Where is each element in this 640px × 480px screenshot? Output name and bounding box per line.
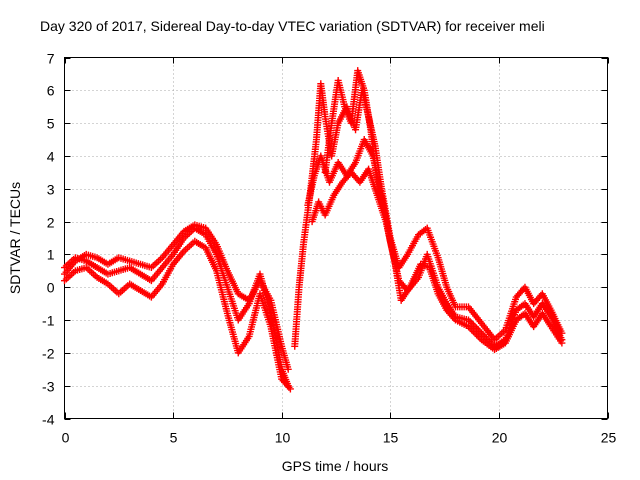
data-point [284,365,292,373]
data-point [473,331,481,339]
series-track-2 [61,224,292,390]
y-tick-label: 2 [47,215,55,231]
axis-ticks: 0 5 10 15 20 25 -4 -3 -2 -1 0 1 2 3 4 5 6 7 [42,51,616,446]
plot-frame [64,57,608,419]
y-tick-label: 1 [47,247,55,263]
data-point [469,321,477,329]
x-tick-label: 25 [601,430,617,446]
y-tick-label: 6 [47,83,55,99]
y-tick-label: 0 [47,280,55,296]
data-point [286,385,294,393]
data-point [476,328,484,336]
data-points [61,67,566,393]
y-tick-label: -2 [42,346,55,362]
data-point [558,339,566,347]
x-tick-label: 5 [170,430,178,446]
series-track-6 [308,165,566,354]
data-point [471,329,479,337]
y-tick-label: 4 [47,149,55,165]
data-point [474,332,482,340]
data-point [474,326,482,334]
y-tick-label: -3 [42,379,55,395]
x-tick-label: 0 [62,430,70,446]
y-tick-label: 5 [47,116,55,132]
x-axis-label: GPS time / hours [282,458,389,474]
y-tick-label: 3 [47,182,55,198]
x-tick-label: 20 [492,430,508,446]
data-point [380,204,388,212]
series-track-7 [321,67,388,212]
y-tick-label: 7 [47,51,55,67]
chart-title: Day 320 of 2017, Sidereal Day-to-day VTE… [40,18,545,34]
x-tick-label: 10 [275,430,291,446]
series-track-3 [61,237,294,393]
data-point [468,326,476,334]
series-track-1 [61,221,292,373]
y-tick-label: -1 [42,313,55,329]
y-axis-label: SDTVAR / TECUs [7,182,23,294]
y-tick-label: -4 [42,412,55,428]
data-point [471,323,479,331]
x-tick-label: 15 [383,430,399,446]
data-point [469,328,477,336]
data-point [473,324,481,332]
